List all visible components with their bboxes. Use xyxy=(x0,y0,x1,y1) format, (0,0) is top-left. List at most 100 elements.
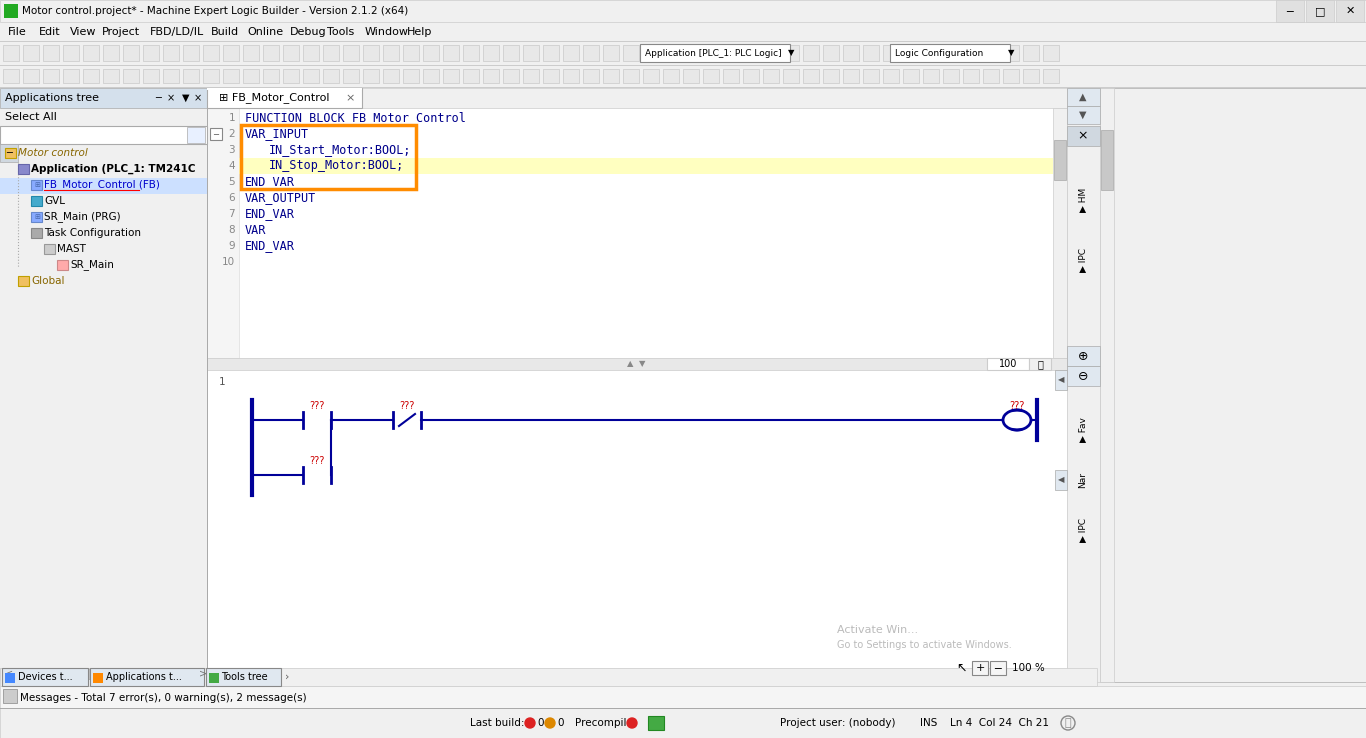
Bar xyxy=(303,69,320,83)
Bar xyxy=(3,689,16,703)
Text: 7: 7 xyxy=(228,209,235,219)
Text: Logic Configuration: Logic Configuration xyxy=(895,49,984,58)
Bar xyxy=(443,69,459,83)
Text: Activate Win...: Activate Win... xyxy=(837,625,918,635)
Bar xyxy=(583,45,600,61)
Text: 1: 1 xyxy=(219,377,225,387)
Bar xyxy=(210,128,223,140)
Text: Global: Global xyxy=(31,276,64,286)
Bar xyxy=(343,45,359,61)
Text: ▼: ▼ xyxy=(639,359,646,368)
Bar xyxy=(523,69,540,83)
Bar xyxy=(223,69,239,83)
Text: 🔒: 🔒 xyxy=(1064,718,1071,728)
Bar xyxy=(1100,88,1115,682)
Bar xyxy=(822,45,839,61)
Bar xyxy=(963,69,979,83)
Bar xyxy=(0,41,1366,42)
Bar xyxy=(0,668,1097,686)
Bar xyxy=(382,45,399,61)
Bar xyxy=(1055,470,1067,490)
Text: ⊞: ⊞ xyxy=(34,214,40,220)
Text: ×: × xyxy=(1078,129,1089,142)
Text: 0: 0 xyxy=(557,718,564,728)
Text: Application (PLC_1: TM241C: Application (PLC_1: TM241C xyxy=(31,164,195,174)
Bar xyxy=(0,108,208,126)
Text: Select All: Select All xyxy=(5,112,57,122)
Text: IN_Start_Motor:BOOL;: IN_Start_Motor:BOOL; xyxy=(269,143,411,156)
Circle shape xyxy=(627,718,637,728)
Bar xyxy=(683,45,699,61)
Text: 5: 5 xyxy=(228,177,235,187)
Bar xyxy=(0,88,208,108)
Bar xyxy=(863,69,878,83)
Bar xyxy=(343,69,359,83)
Text: ◀: ◀ xyxy=(1057,376,1064,384)
Text: VAR_INPUT: VAR_INPUT xyxy=(245,128,309,140)
Text: 🔍: 🔍 xyxy=(1037,359,1042,369)
Text: ⊞: ⊞ xyxy=(34,182,40,188)
Text: Project user: (nobody): Project user: (nobody) xyxy=(780,718,896,728)
Text: ◀: ◀ xyxy=(1057,475,1064,485)
Bar xyxy=(1101,130,1113,190)
Bar xyxy=(31,228,42,238)
Bar xyxy=(973,661,988,675)
Bar xyxy=(102,45,119,61)
Bar xyxy=(208,108,239,358)
Bar xyxy=(143,45,158,61)
Bar xyxy=(0,708,1366,709)
Bar xyxy=(984,69,999,83)
Bar xyxy=(0,66,1366,88)
Bar xyxy=(963,45,979,61)
Text: FB_Motor_Control (FB): FB_Motor_Control (FB) xyxy=(44,179,160,190)
Text: ⊕: ⊕ xyxy=(1078,350,1089,362)
Text: FUNCTION_BLOCK FB_Motor_Control: FUNCTION_BLOCK FB_Motor_Control xyxy=(245,111,466,125)
Bar xyxy=(204,69,219,83)
Text: 1: 1 xyxy=(228,113,235,123)
Bar xyxy=(183,69,199,83)
Bar xyxy=(523,45,540,61)
Bar xyxy=(544,69,559,83)
Bar xyxy=(783,69,799,83)
Bar xyxy=(623,45,639,61)
Bar xyxy=(463,69,479,83)
Bar xyxy=(5,673,15,683)
Text: 100: 100 xyxy=(999,359,1018,369)
Text: Tools: Tools xyxy=(328,27,354,37)
Text: ???: ??? xyxy=(399,401,415,411)
Text: ▲: ▲ xyxy=(627,359,634,368)
Text: ×: × xyxy=(167,93,175,103)
Bar xyxy=(18,164,29,174)
Text: SR_Main (PRG): SR_Main (PRG) xyxy=(44,212,120,222)
Bar xyxy=(83,45,98,61)
Text: Ln 4  Col 24  Ch 21: Ln 4 Col 24 Ch 21 xyxy=(949,718,1049,728)
Text: FBD/LD/IL: FBD/LD/IL xyxy=(150,27,205,37)
Bar xyxy=(208,540,1067,668)
Circle shape xyxy=(545,718,555,728)
Text: 8: 8 xyxy=(228,225,235,235)
Text: ✕: ✕ xyxy=(1346,6,1355,16)
Text: Applications t...: Applications t... xyxy=(107,672,182,682)
Bar xyxy=(683,69,699,83)
Bar xyxy=(18,276,29,286)
Text: Online: Online xyxy=(247,27,284,37)
Text: Tools tree: Tools tree xyxy=(221,672,268,682)
Bar xyxy=(602,69,619,83)
Bar xyxy=(1067,366,1100,386)
Text: 9: 9 xyxy=(228,241,235,251)
Bar xyxy=(903,69,919,83)
Bar xyxy=(31,212,42,222)
Text: ▶ IPC: ▶ IPC xyxy=(1079,248,1087,272)
Bar xyxy=(723,69,739,83)
Bar xyxy=(1276,0,1305,22)
Bar xyxy=(23,69,40,83)
Bar xyxy=(1023,69,1040,83)
Bar xyxy=(503,69,519,83)
Bar xyxy=(764,45,779,61)
Text: 2: 2 xyxy=(228,129,235,139)
Bar xyxy=(882,45,899,61)
Bar xyxy=(93,673,102,683)
Bar xyxy=(563,69,579,83)
Bar xyxy=(283,45,299,61)
Text: END_VAR: END_VAR xyxy=(245,240,295,252)
